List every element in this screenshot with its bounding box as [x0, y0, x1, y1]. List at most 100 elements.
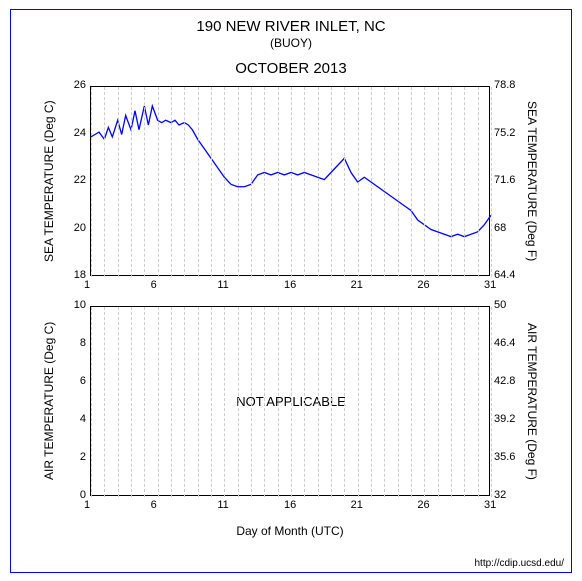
xtick: 1 [84, 279, 90, 291]
ytick-left: 6 [80, 375, 86, 387]
grid-line [184, 87, 185, 277]
ytick-right: 39.2 [494, 413, 515, 425]
grid-line [478, 87, 479, 277]
grid-line [158, 87, 159, 277]
grid-line [184, 307, 185, 497]
grid-line [104, 87, 105, 277]
grid-line [198, 307, 199, 497]
grid-line [238, 87, 239, 277]
grid-line [331, 87, 332, 277]
ytick-right: 75.2 [494, 127, 515, 139]
xtick: 26 [417, 279, 429, 291]
grid-line [238, 307, 239, 497]
grid-line [144, 87, 145, 277]
grid-line [264, 87, 265, 277]
sub-title: (BUOY) [0, 36, 582, 50]
grid-line [358, 87, 359, 277]
ytick-right: 64.4 [494, 269, 515, 281]
grid-line [464, 87, 465, 277]
grid-line [211, 87, 212, 277]
xtick: 11 [217, 279, 228, 291]
grid-line [344, 87, 345, 277]
grid-line [451, 307, 452, 497]
xtick: 11 [217, 499, 228, 511]
grid-line [278, 87, 279, 277]
grid-line [424, 87, 425, 277]
grid-line [438, 87, 439, 277]
grid-line [478, 307, 479, 497]
grid-line [251, 87, 252, 277]
grid-line [131, 307, 132, 497]
sea-temp-ylabel-left: SEA TEMPERATURE (Deg C) [42, 86, 56, 276]
xtick: 31 [484, 499, 496, 511]
ytick-left: 2 [80, 451, 86, 463]
ytick-left: 20 [74, 222, 86, 234]
ytick-left: 24 [74, 127, 86, 139]
grid-line [264, 307, 265, 497]
grid-line [198, 87, 199, 277]
grid-line [398, 87, 399, 277]
grid-line [131, 87, 132, 277]
grid-line [171, 87, 172, 277]
ytick-left: 8 [80, 337, 86, 349]
grid-line [371, 307, 372, 497]
grid-line [118, 307, 119, 497]
xtick: 16 [284, 279, 296, 291]
xtick: 6 [151, 279, 157, 291]
grid-line [464, 307, 465, 497]
sea-temp-plot [90, 86, 490, 276]
grid-line [304, 307, 305, 497]
grid-line [384, 307, 385, 497]
grid-line [291, 87, 292, 277]
ytick-left: 10 [74, 299, 86, 311]
grid-line [91, 87, 92, 277]
grid-line [251, 307, 252, 497]
grid-line [304, 87, 305, 277]
ytick-right: 35.6 [494, 451, 515, 463]
xtick: 6 [151, 499, 157, 511]
xtick: 31 [484, 279, 496, 291]
month-title: OCTOBER 2013 [0, 60, 582, 77]
grid-line [318, 87, 319, 277]
grid-line [224, 307, 225, 497]
ytick-right: 71.6 [494, 174, 515, 186]
xtick: 26 [417, 499, 429, 511]
grid-line [411, 307, 412, 497]
grid-line [344, 307, 345, 497]
grid-line [358, 307, 359, 497]
xtick: 21 [351, 499, 363, 511]
grid-line [211, 307, 212, 497]
ytick-right: 68 [494, 222, 506, 234]
air-temp-plot: NOT APPLICABLE [90, 306, 490, 496]
grid-line [331, 307, 332, 497]
grid-line [224, 87, 225, 277]
grid-line [411, 87, 412, 277]
grid-line [291, 307, 292, 497]
chart-container: 190 NEW RIVER INLET, NC (BUOY) OCTOBER 2… [0, 0, 582, 581]
air-temp-ylabel-right: AIR TEMPERATURE (Deg F) [525, 306, 539, 496]
grid-line [171, 307, 172, 497]
grid-line [91, 307, 92, 497]
grid-line [318, 307, 319, 497]
grid-line [424, 307, 425, 497]
grid-line [451, 87, 452, 277]
xtick: 21 [351, 279, 363, 291]
grid-line [158, 307, 159, 497]
grid-line [144, 307, 145, 497]
grid-line [491, 87, 492, 277]
footer-url: http://cdip.ucsd.edu/ [474, 558, 564, 569]
sea-temp-ylabel-right: SEA TEMPERATURE (Deg F) [525, 86, 539, 276]
grid-line [278, 307, 279, 497]
ytick-right: 46.4 [494, 337, 515, 349]
grid-line [438, 307, 439, 497]
grid-line [118, 87, 119, 277]
x-axis-label: Day of Month (UTC) [90, 524, 490, 538]
air-temp-ylabel-left: AIR TEMPERATURE (Deg C) [42, 306, 56, 496]
grid-line [104, 307, 105, 497]
grid-line [398, 307, 399, 497]
main-title: 190 NEW RIVER INLET, NC [0, 18, 582, 35]
ytick-left: 22 [74, 174, 86, 186]
ytick-right: 42.8 [494, 375, 515, 387]
grid-line [491, 307, 492, 497]
ytick-left: 4 [80, 413, 86, 425]
